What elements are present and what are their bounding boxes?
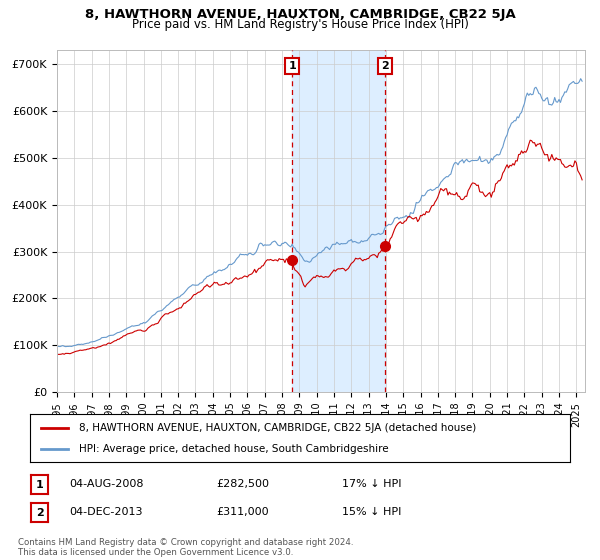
Bar bbox=[292, 50, 385, 392]
Text: 2: 2 bbox=[36, 508, 43, 517]
Text: Price paid vs. HM Land Registry's House Price Index (HPI): Price paid vs. HM Land Registry's House … bbox=[131, 18, 469, 31]
Text: £311,000: £311,000 bbox=[216, 507, 269, 517]
Text: Contains HM Land Registry data © Crown copyright and database right 2024.
This d: Contains HM Land Registry data © Crown c… bbox=[18, 538, 353, 557]
Text: 8, HAWTHORN AVENUE, HAUXTON, CAMBRIDGE, CB22 5JA (detached house): 8, HAWTHORN AVENUE, HAUXTON, CAMBRIDGE, … bbox=[79, 423, 476, 433]
Text: £282,500: £282,500 bbox=[216, 479, 269, 489]
Text: 17% ↓ HPI: 17% ↓ HPI bbox=[342, 479, 401, 489]
Text: 04-AUG-2008: 04-AUG-2008 bbox=[69, 479, 143, 489]
Text: 8, HAWTHORN AVENUE, HAUXTON, CAMBRIDGE, CB22 5JA: 8, HAWTHORN AVENUE, HAUXTON, CAMBRIDGE, … bbox=[85, 8, 515, 21]
Text: 04-DEC-2013: 04-DEC-2013 bbox=[69, 507, 143, 517]
Text: 1: 1 bbox=[36, 480, 43, 489]
Text: 15% ↓ HPI: 15% ↓ HPI bbox=[342, 507, 401, 517]
Text: 2: 2 bbox=[380, 61, 388, 71]
Text: HPI: Average price, detached house, South Cambridgeshire: HPI: Average price, detached house, Sout… bbox=[79, 444, 388, 454]
Text: 1: 1 bbox=[288, 61, 296, 71]
